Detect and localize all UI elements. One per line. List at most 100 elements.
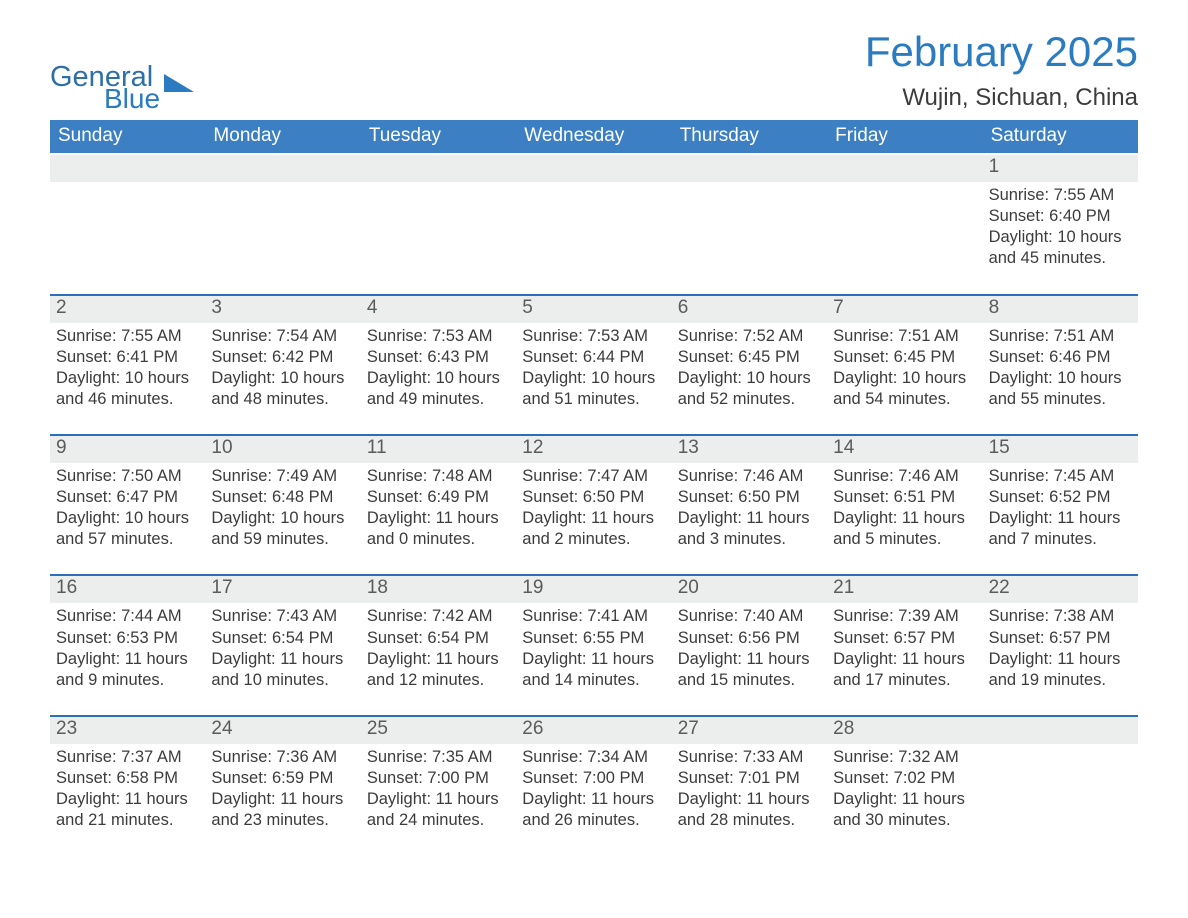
sunset-text: Sunset: 6:51 PM [833, 487, 976, 508]
calendar-page: General Blue February 2025 Wujin, Sichua… [0, 0, 1188, 893]
day-detail [983, 744, 1138, 853]
daylight-text: Daylight: 11 hours and 12 minutes. [367, 649, 510, 691]
day-number: 15 [983, 436, 1138, 463]
sunset-text: Sunset: 7:00 PM [367, 768, 510, 789]
sunset-text: Sunset: 6:46 PM [989, 347, 1132, 368]
day-detail: Sunrise: 7:39 AMSunset: 6:57 PMDaylight:… [827, 603, 982, 712]
day-of-week-row: SundayMondayTuesdayWednesdayThursdayFrid… [50, 120, 1138, 153]
daylight-text: Daylight: 11 hours and 3 minutes. [678, 508, 821, 550]
sunrise-text: Sunrise: 7:37 AM [56, 747, 199, 768]
daylight-text: Daylight: 10 hours and 57 minutes. [56, 508, 199, 550]
sunrise-text: Sunrise: 7:34 AM [522, 747, 665, 768]
day-number: 14 [827, 436, 982, 463]
sunset-text: Sunset: 6:53 PM [56, 628, 199, 649]
sunrise-text: Sunrise: 7:40 AM [678, 606, 821, 627]
sunset-text: Sunset: 6:55 PM [522, 628, 665, 649]
daylight-text: Daylight: 11 hours and 2 minutes. [522, 508, 665, 550]
title-block: February 2025 Wujin, Sichuan, China [865, 30, 1138, 112]
day-detail [516, 182, 671, 291]
day-number: 1 [983, 155, 1138, 182]
daylight-text: Daylight: 10 hours and 49 minutes. [367, 368, 510, 410]
sunset-text: Sunset: 6:50 PM [678, 487, 821, 508]
weeks-container: 1Sunrise: 7:55 AMSunset: 6:40 PMDaylight… [50, 155, 1138, 853]
daylight-text: Daylight: 11 hours and 7 minutes. [989, 508, 1132, 550]
day-number: 21 [827, 576, 982, 603]
sunrise-text: Sunrise: 7:36 AM [211, 747, 354, 768]
sunset-text: Sunset: 6:45 PM [678, 347, 821, 368]
day-detail-row: Sunrise: 7:50 AMSunset: 6:47 PMDaylight:… [50, 463, 1138, 572]
daylight-text: Daylight: 11 hours and 9 minutes. [56, 649, 199, 691]
day-detail: Sunrise: 7:40 AMSunset: 6:56 PMDaylight:… [672, 603, 827, 712]
daylight-text: Daylight: 11 hours and 24 minutes. [367, 789, 510, 831]
week-row: 1Sunrise: 7:55 AMSunset: 6:40 PMDaylight… [50, 155, 1138, 291]
sunset-text: Sunset: 6:54 PM [211, 628, 354, 649]
daylight-text: Daylight: 11 hours and 26 minutes. [522, 789, 665, 831]
day-number-row: 1 [50, 155, 1138, 182]
sunset-text: Sunset: 6:48 PM [211, 487, 354, 508]
daylight-text: Daylight: 11 hours and 21 minutes. [56, 789, 199, 831]
sunset-text: Sunset: 6:56 PM [678, 628, 821, 649]
sunrise-text: Sunrise: 7:50 AM [56, 466, 199, 487]
day-number: 18 [361, 576, 516, 603]
daylight-text: Daylight: 11 hours and 19 minutes. [989, 649, 1132, 691]
day-number: 13 [672, 436, 827, 463]
daylight-text: Daylight: 10 hours and 45 minutes. [989, 227, 1132, 269]
day-detail [205, 182, 360, 291]
day-number: 26 [516, 717, 671, 744]
sunrise-text: Sunrise: 7:35 AM [367, 747, 510, 768]
sunrise-text: Sunrise: 7:44 AM [56, 606, 199, 627]
sunrise-text: Sunrise: 7:51 AM [833, 326, 976, 347]
brand-logo: General Blue [50, 64, 194, 112]
day-number: 3 [205, 296, 360, 323]
day-of-week-cell: Saturday [983, 120, 1138, 153]
day-detail: Sunrise: 7:43 AMSunset: 6:54 PMDaylight:… [205, 603, 360, 712]
day-number: 25 [361, 717, 516, 744]
sunset-text: Sunset: 6:42 PM [211, 347, 354, 368]
daylight-text: Daylight: 10 hours and 46 minutes. [56, 368, 199, 410]
sunset-text: Sunset: 6:47 PM [56, 487, 199, 508]
sunrise-text: Sunrise: 7:46 AM [833, 466, 976, 487]
day-number: 28 [827, 717, 982, 744]
day-number [983, 717, 1138, 744]
daylight-text: Daylight: 10 hours and 52 minutes. [678, 368, 821, 410]
daylight-text: Daylight: 11 hours and 28 minutes. [678, 789, 821, 831]
day-of-week-cell: Friday [827, 120, 982, 153]
sunrise-text: Sunrise: 7:45 AM [989, 466, 1132, 487]
daylight-text: Daylight: 11 hours and 10 minutes. [211, 649, 354, 691]
day-number: 6 [672, 296, 827, 323]
day-detail: Sunrise: 7:55 AMSunset: 6:40 PMDaylight:… [983, 182, 1138, 291]
sunset-text: Sunset: 6:52 PM [989, 487, 1132, 508]
day-number: 22 [983, 576, 1138, 603]
sunrise-text: Sunrise: 7:53 AM [367, 326, 510, 347]
sunrise-text: Sunrise: 7:43 AM [211, 606, 354, 627]
sunrise-text: Sunrise: 7:55 AM [989, 185, 1132, 206]
daylight-text: Daylight: 11 hours and 30 minutes. [833, 789, 976, 831]
day-number: 24 [205, 717, 360, 744]
sunrise-text: Sunrise: 7:39 AM [833, 606, 976, 627]
location-label: Wujin, Sichuan, China [865, 84, 1138, 112]
sunrise-text: Sunrise: 7:32 AM [833, 747, 976, 768]
sunset-text: Sunset: 6:57 PM [833, 628, 976, 649]
day-number: 16 [50, 576, 205, 603]
day-number: 7 [827, 296, 982, 323]
day-number: 17 [205, 576, 360, 603]
sunrise-text: Sunrise: 7:41 AM [522, 606, 665, 627]
day-number-row: 2345678 [50, 296, 1138, 323]
day-detail: Sunrise: 7:38 AMSunset: 6:57 PMDaylight:… [983, 603, 1138, 712]
day-detail: Sunrise: 7:51 AMSunset: 6:45 PMDaylight:… [827, 323, 982, 432]
day-detail: Sunrise: 7:37 AMSunset: 6:58 PMDaylight:… [50, 744, 205, 853]
week-row: 232425262728Sunrise: 7:37 AMSunset: 6:58… [50, 715, 1138, 853]
day-number-row: 232425262728 [50, 717, 1138, 744]
daylight-text: Daylight: 11 hours and 0 minutes. [367, 508, 510, 550]
week-row: 2345678Sunrise: 7:55 AMSunset: 6:41 PMDa… [50, 294, 1138, 432]
calendar: SundayMondayTuesdayWednesdayThursdayFrid… [50, 120, 1138, 853]
day-detail: Sunrise: 7:33 AMSunset: 7:01 PMDaylight:… [672, 744, 827, 853]
week-row: 16171819202122Sunrise: 7:44 AMSunset: 6:… [50, 574, 1138, 712]
daylight-text: Daylight: 11 hours and 14 minutes. [522, 649, 665, 691]
brand-word-2: Blue [104, 86, 160, 113]
day-detail [50, 182, 205, 291]
day-number: 23 [50, 717, 205, 744]
day-detail: Sunrise: 7:34 AMSunset: 7:00 PMDaylight:… [516, 744, 671, 853]
day-of-week-cell: Sunday [50, 120, 205, 153]
day-detail: Sunrise: 7:53 AMSunset: 6:43 PMDaylight:… [361, 323, 516, 432]
